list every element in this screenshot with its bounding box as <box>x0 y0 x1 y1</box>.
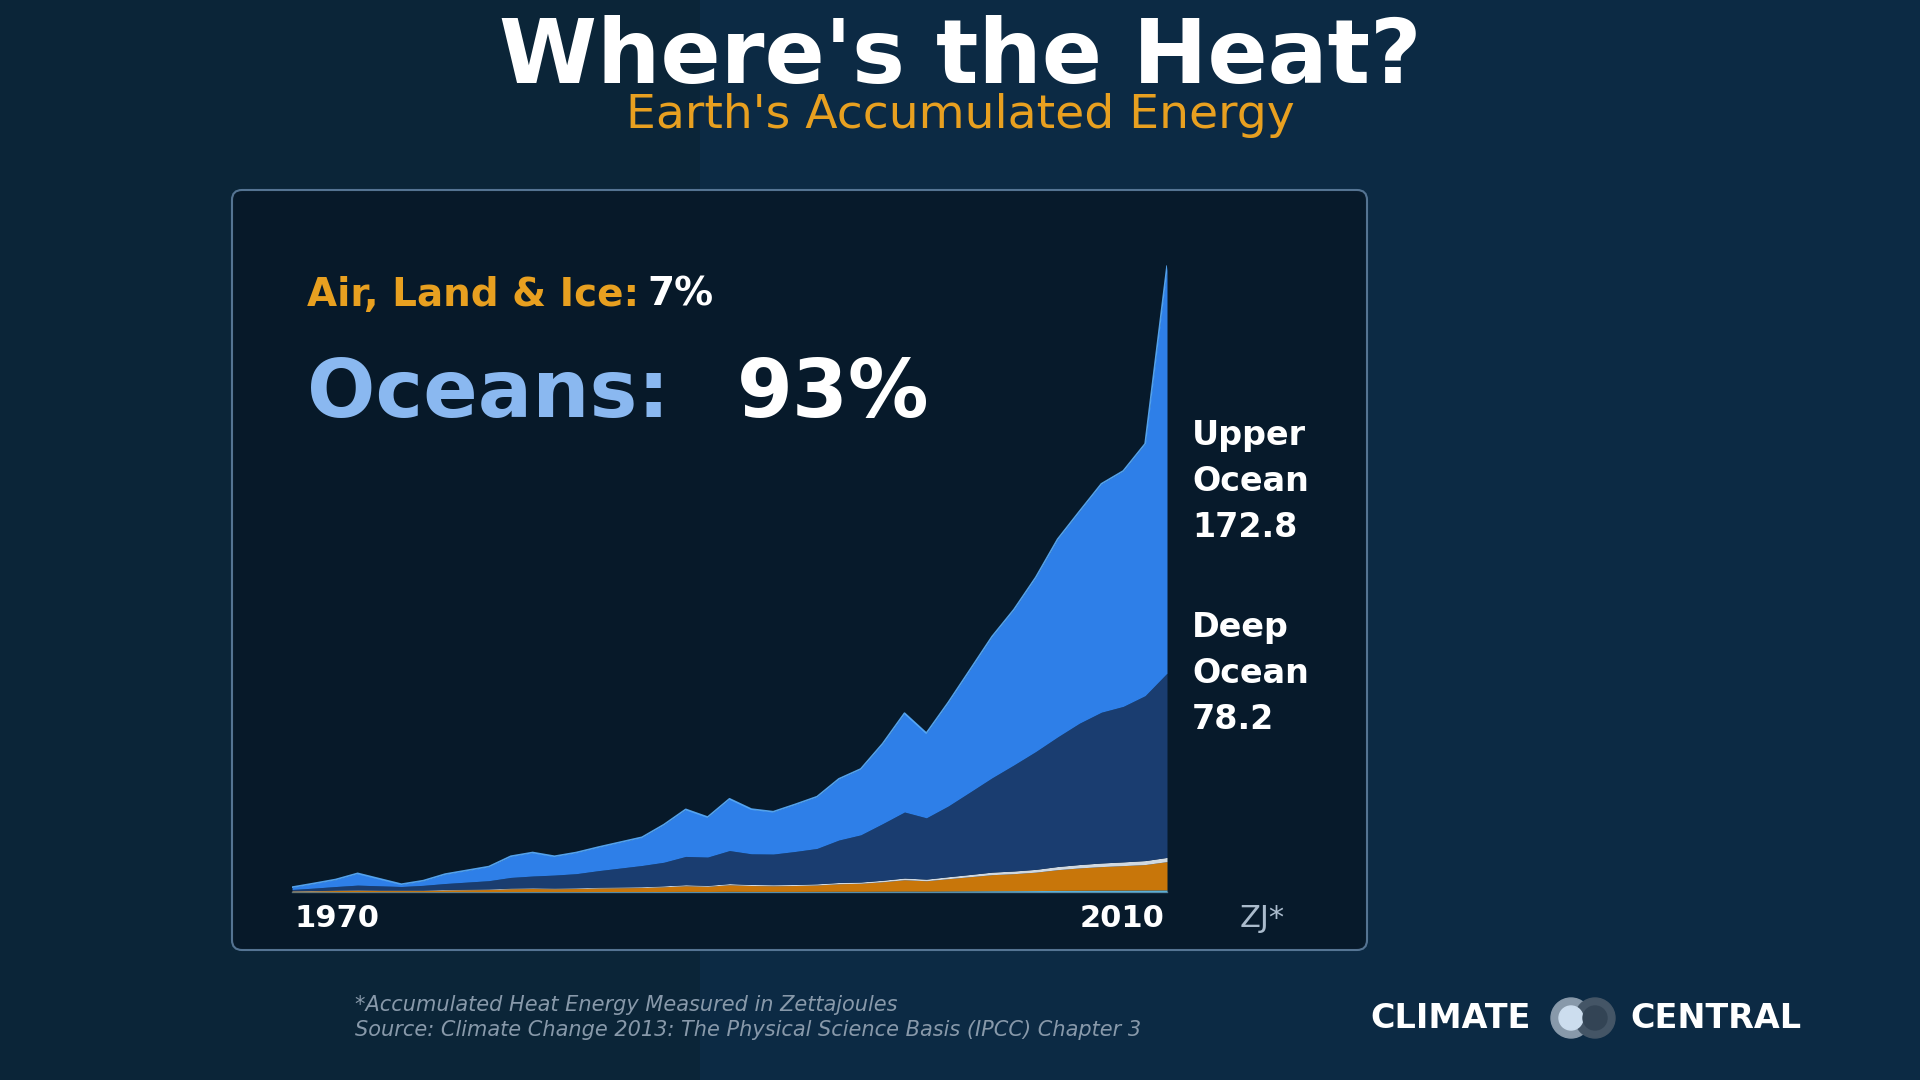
Circle shape <box>1551 998 1592 1038</box>
Text: 1970: 1970 <box>294 904 378 933</box>
Text: Where's the Heat?: Where's the Heat? <box>499 14 1421 102</box>
Text: Air, Land & Ice:: Air, Land & Ice: <box>307 276 639 314</box>
Bar <box>701 0 1920 1080</box>
Text: Upper
Ocean
172.8: Upper Ocean 172.8 <box>1192 419 1309 543</box>
Text: 2010: 2010 <box>1081 904 1165 933</box>
Text: Earth's Accumulated Energy: Earth's Accumulated Energy <box>626 93 1294 137</box>
Circle shape <box>1559 1005 1582 1030</box>
Circle shape <box>1574 998 1615 1038</box>
Text: ZJ*: ZJ* <box>1240 904 1284 933</box>
Text: Source: Climate Change 2013: The Physical Science Basis (IPCC) Chapter 3: Source: Climate Change 2013: The Physica… <box>355 1020 1140 1040</box>
Text: CENTRAL: CENTRAL <box>1630 1001 1801 1035</box>
Text: *Accumulated Heat Energy Measured in Zettajoules: *Accumulated Heat Energy Measured in Zet… <box>355 995 897 1015</box>
Text: Deep
Ocean
78.2: Deep Ocean 78.2 <box>1192 611 1309 737</box>
Text: 93%: 93% <box>737 356 929 434</box>
Text: 7%: 7% <box>647 276 712 314</box>
Text: CLIMATE: CLIMATE <box>1371 1001 1530 1035</box>
Text: Oceans:: Oceans: <box>307 356 670 434</box>
FancyBboxPatch shape <box>232 190 1367 950</box>
Circle shape <box>1582 1005 1607 1030</box>
